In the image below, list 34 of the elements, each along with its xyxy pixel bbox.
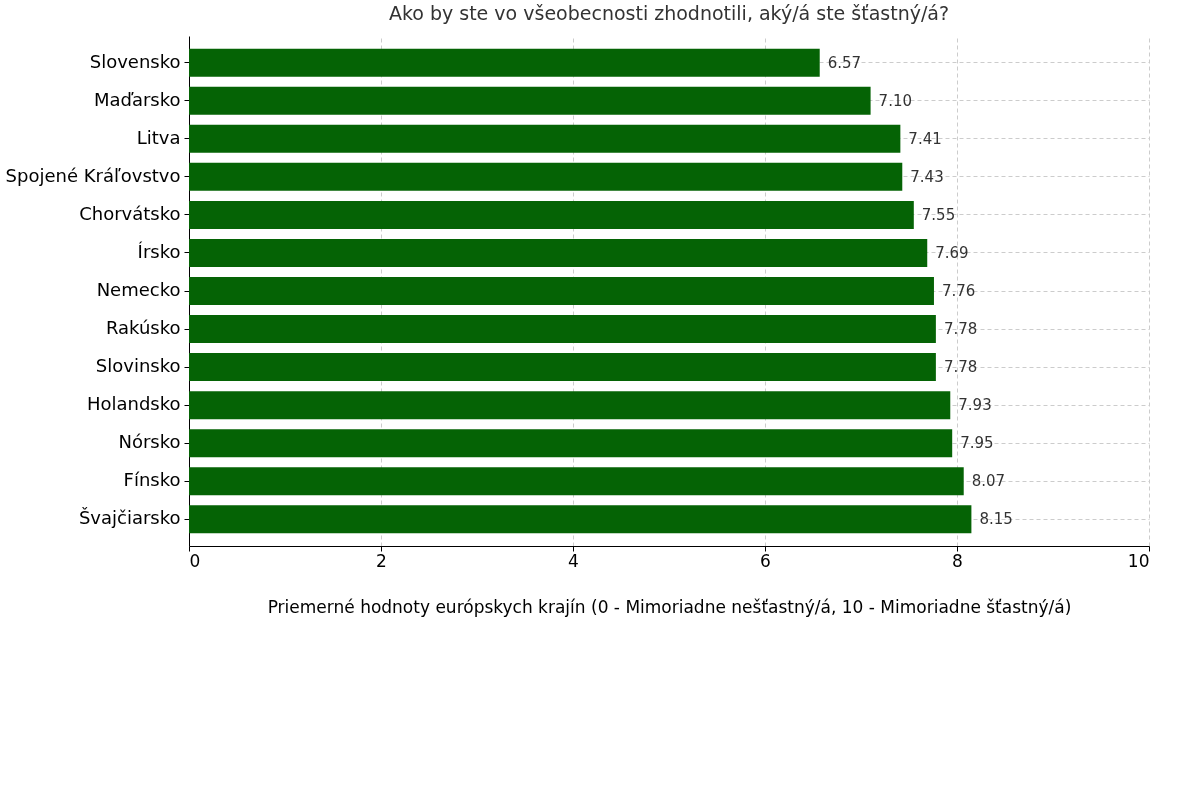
data-label: 8.15 [979,510,1013,529]
y-tick-label: Nemecko [96,279,181,300]
data-label: 8.07 [971,472,1006,491]
y-tick-label: Maďarsko [93,88,181,110]
x-tick-label: 0 [189,550,201,571]
data-label: 7.76 [941,282,976,300]
data-label: 7.43 [910,167,944,186]
x-tick-label: 6 [760,550,771,571]
x-axis-title: Priemerné hodnoty európskych krajín (0 - Mimoriadne nešťastný/á, 10 - Mimoriadne šťastný/á) [267,596,1072,617]
y-tick-label: Írsko [137,240,181,262]
x-tick-label: 8 [952,550,963,571]
x-tick-label: 4 [568,550,579,571]
data-label: 7.55 [921,205,956,224]
data-label: 7.69 [935,243,969,262]
data-label: 7.78 [943,320,978,339]
data-label: 6.57 [827,53,862,72]
data-label: 7.78 [943,358,978,377]
y-tick-label: Švajčiarsko [78,507,181,529]
x-tick-label: 2 [376,550,387,571]
data-label: 7.10 [878,91,913,110]
y-tick-label: Spojené Kráľovstvo [5,164,181,186]
data-label: 7.95 [960,434,994,453]
y-tick-label: Slovensko [89,50,181,72]
y-tick-label: Fínsko [123,469,181,491]
y-tick-label: Rakúsko [105,317,181,339]
y-tick-label: Slovinsko [95,355,181,377]
chart-title: Ako by ste vo všeobecnosti zhodnotili, aký/á ste šťastný/á? [388,2,950,24]
y-tick-label: Nórsko [118,431,181,453]
data-label: 7.41 [908,129,942,148]
y-tick-label: Holandsko [86,393,181,415]
y-tick-label: Chorvátsko [79,202,181,224]
y-tick-label: Litva [136,126,181,148]
x-tick-label: 10 [1127,550,1150,571]
data-label: 7.93 [958,396,992,415]
